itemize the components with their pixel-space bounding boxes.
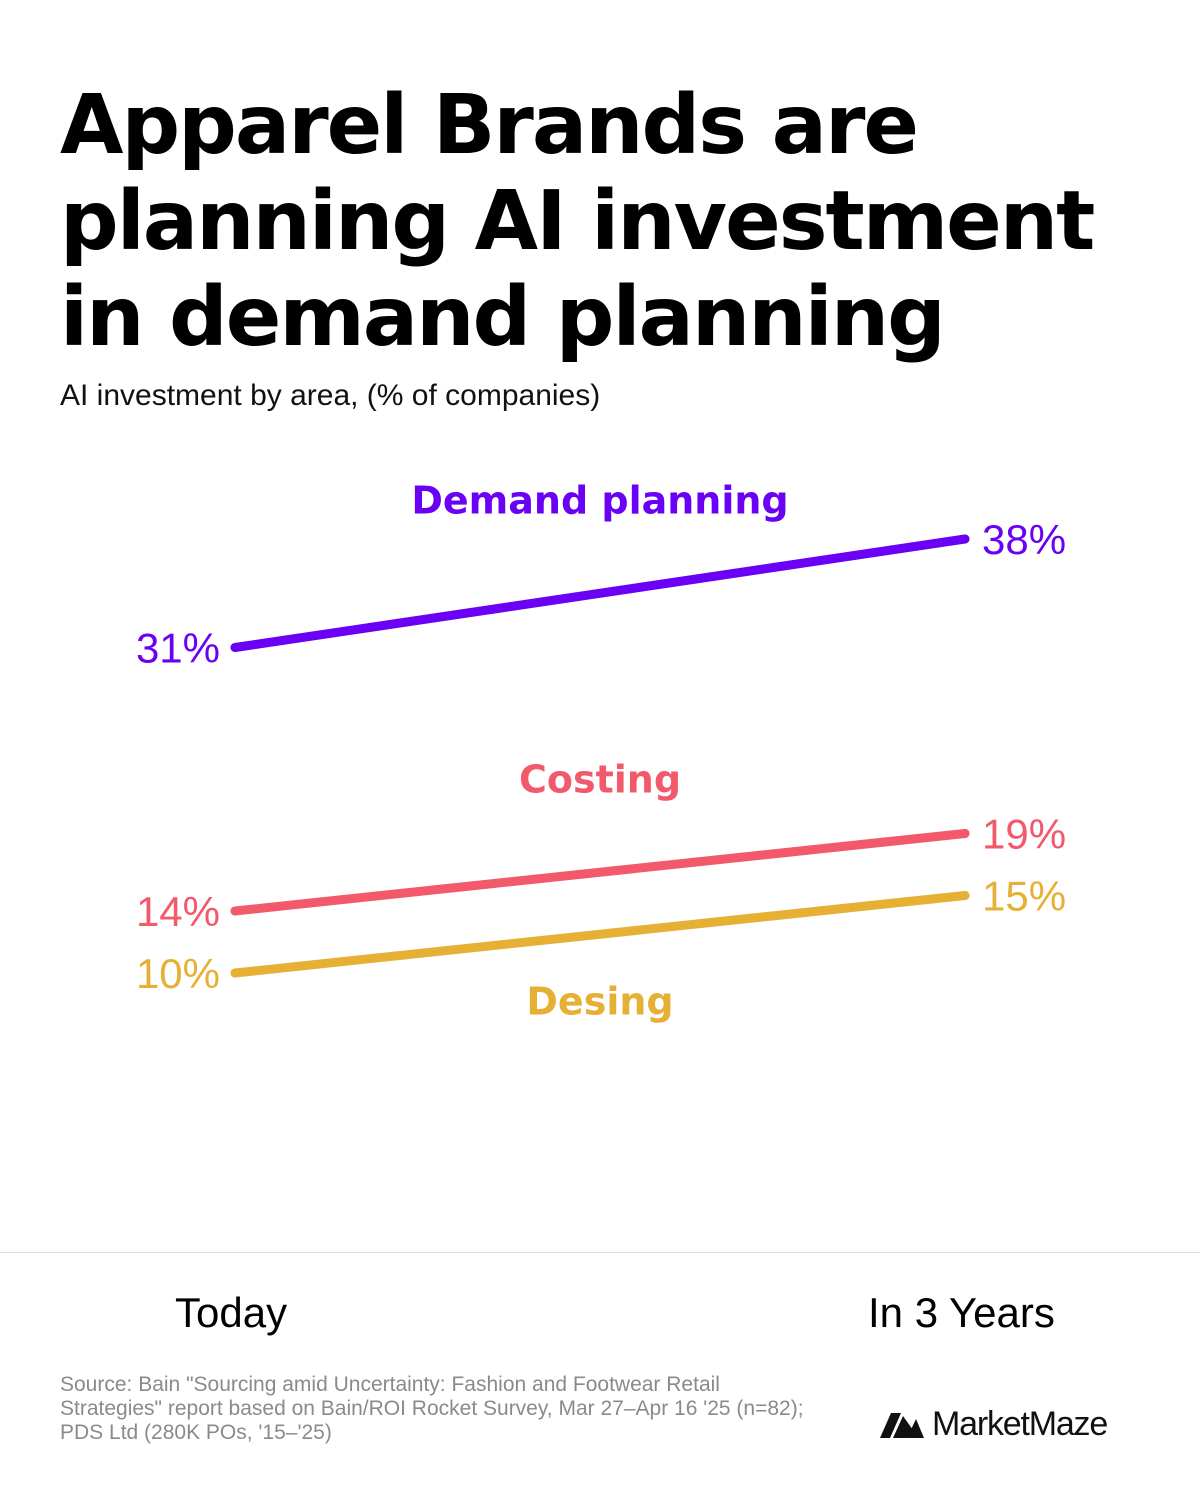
data-label-desing-in-3-years: 15% xyxy=(982,873,1066,920)
series-line-desing xyxy=(230,891,970,978)
data-point-demand-planning-today xyxy=(230,643,240,652)
source-note: Source: Bain "Sourcing amid Uncertainty:… xyxy=(60,1373,804,1444)
series-label-costing: Costing xyxy=(519,757,681,801)
axis-divider xyxy=(0,1252,1200,1253)
page-title: Apparel Brands are planning AI investmen… xyxy=(60,78,1095,365)
data-label-costing-today: 14% xyxy=(136,888,220,935)
line-chart: 31% 38% Demand planning 14% 19% Costing 10% 15%… xyxy=(136,478,1066,1023)
data-point-costing-in-3-years xyxy=(960,829,970,838)
data-label-costing-in-3-years: 19% xyxy=(982,811,1066,858)
data-point-costing-today xyxy=(230,906,240,916)
data-label-demand-planning-in-3-years: 38% xyxy=(982,516,1066,563)
x-axis-label-today: Today xyxy=(175,1289,288,1336)
series-label-desing: Desing xyxy=(526,979,673,1023)
marketmaze-logo-icon xyxy=(880,1413,924,1438)
brand-name: MarketMaze xyxy=(932,1404,1108,1443)
data-point-desing-today xyxy=(230,968,240,978)
data-point-desing-in-3-years xyxy=(960,891,970,900)
brand-logo: MarketMaze xyxy=(880,1402,1108,1446)
chart-subtitle: AI investment by area, (% of companies) xyxy=(60,379,601,412)
series-line-demand-planning xyxy=(230,534,970,652)
data-point-demand-planning-in-3-years xyxy=(960,534,970,544)
series-line-costing xyxy=(230,829,970,916)
data-label-demand-planning-today: 31% xyxy=(136,625,220,672)
series-label-demand-planning: Demand planning xyxy=(411,478,788,522)
x-axis-label-in-3-years: In 3 Years xyxy=(868,1289,1055,1336)
data-label-desing-today: 10% xyxy=(136,950,220,997)
